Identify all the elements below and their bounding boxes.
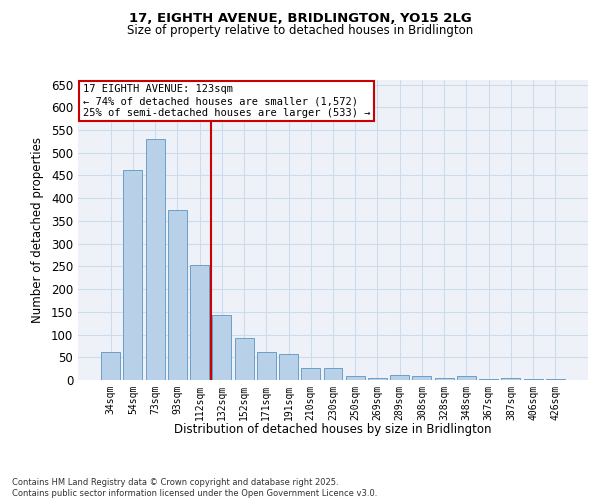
Bar: [502, 378, 520, 380]
Bar: [212, 316, 231, 380]
Bar: [146, 139, 164, 380]
Bar: [346, 376, 365, 380]
Bar: [390, 376, 409, 380]
Bar: [435, 378, 454, 380]
Bar: [412, 376, 431, 380]
Bar: [546, 379, 565, 380]
Bar: [235, 338, 254, 380]
Bar: [457, 376, 476, 380]
Text: Size of property relative to detached houses in Bridlington: Size of property relative to detached ho…: [127, 24, 473, 37]
Bar: [168, 210, 187, 380]
Bar: [257, 352, 276, 380]
Bar: [101, 352, 120, 380]
Bar: [301, 368, 320, 380]
Text: 17, EIGHTH AVENUE, BRIDLINGTON, YO15 2LG: 17, EIGHTH AVENUE, BRIDLINGTON, YO15 2LG: [128, 12, 472, 26]
Bar: [323, 368, 343, 380]
Bar: [368, 378, 387, 380]
Y-axis label: Number of detached properties: Number of detached properties: [31, 137, 44, 323]
Bar: [279, 354, 298, 380]
Text: 17 EIGHTH AVENUE: 123sqm
← 74% of detached houses are smaller (1,572)
25% of sem: 17 EIGHTH AVENUE: 123sqm ← 74% of detach…: [83, 84, 371, 117]
Bar: [124, 170, 142, 380]
Bar: [479, 378, 498, 380]
Text: Distribution of detached houses by size in Bridlington: Distribution of detached houses by size …: [174, 422, 492, 436]
Bar: [524, 379, 542, 380]
Text: Contains HM Land Registry data © Crown copyright and database right 2025.
Contai: Contains HM Land Registry data © Crown c…: [12, 478, 377, 498]
Bar: [190, 266, 209, 380]
